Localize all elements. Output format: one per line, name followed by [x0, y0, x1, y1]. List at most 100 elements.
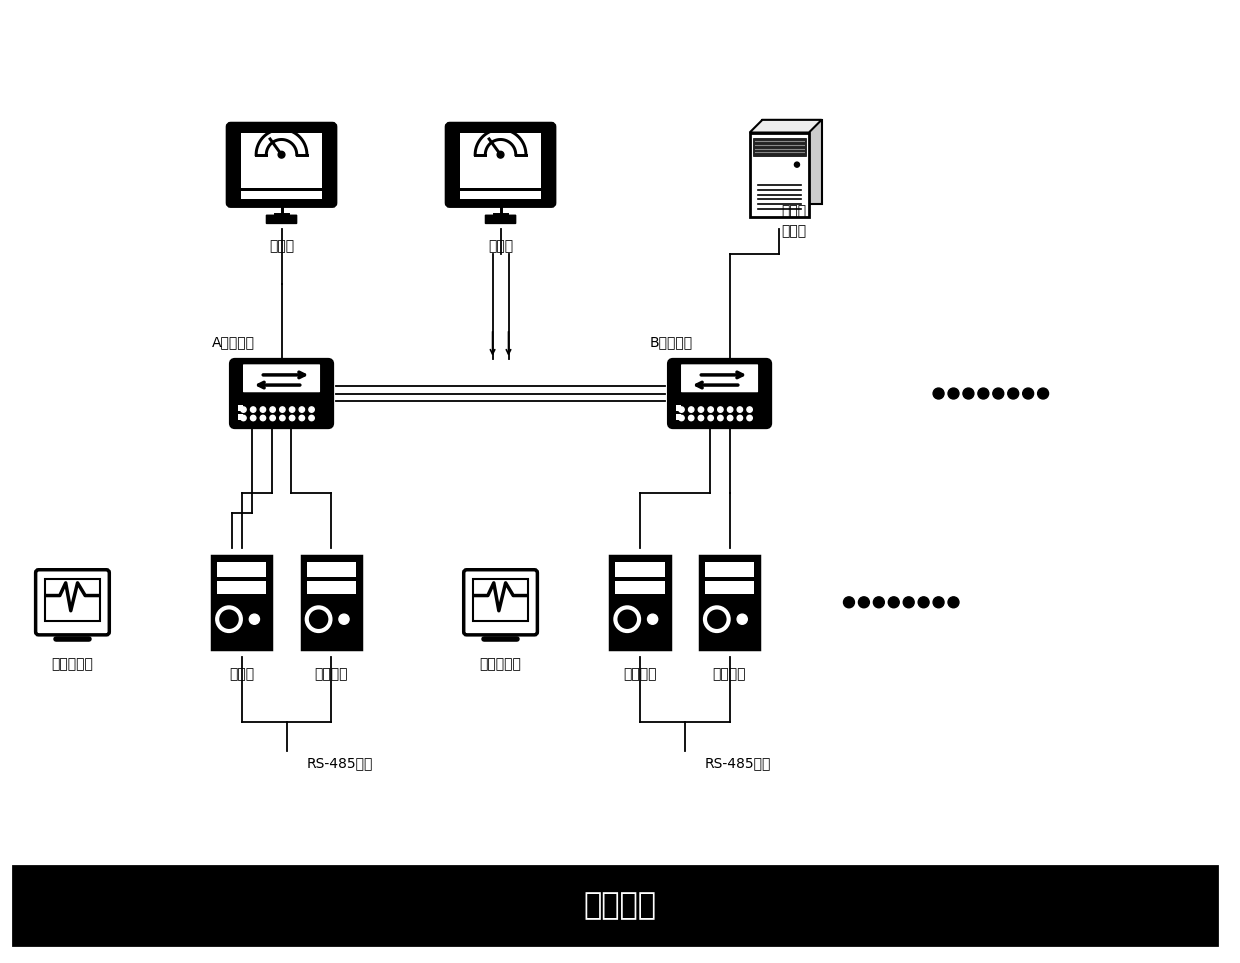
Circle shape [647, 614, 657, 624]
FancyBboxPatch shape [306, 582, 356, 594]
FancyBboxPatch shape [704, 561, 754, 577]
FancyBboxPatch shape [704, 582, 754, 594]
FancyBboxPatch shape [699, 556, 759, 649]
Circle shape [746, 415, 753, 421]
Circle shape [843, 597, 854, 608]
Circle shape [280, 415, 285, 421]
FancyBboxPatch shape [615, 582, 665, 594]
FancyBboxPatch shape [45, 579, 100, 621]
FancyBboxPatch shape [242, 191, 321, 199]
Circle shape [918, 597, 929, 608]
Circle shape [1023, 388, 1034, 399]
Polygon shape [763, 119, 822, 204]
Circle shape [728, 406, 733, 412]
Circle shape [688, 415, 694, 421]
Circle shape [737, 406, 743, 412]
Circle shape [737, 415, 743, 421]
FancyBboxPatch shape [753, 138, 806, 156]
FancyBboxPatch shape [242, 133, 321, 188]
Circle shape [678, 415, 684, 421]
Circle shape [270, 415, 275, 421]
FancyBboxPatch shape [676, 414, 681, 420]
Circle shape [1038, 388, 1049, 399]
Text: 备工控机: 备工控机 [315, 667, 348, 681]
Circle shape [698, 406, 703, 412]
Polygon shape [750, 119, 822, 133]
Circle shape [299, 415, 305, 421]
FancyBboxPatch shape [472, 579, 528, 621]
Circle shape [949, 597, 959, 608]
FancyBboxPatch shape [676, 405, 681, 411]
FancyBboxPatch shape [217, 561, 267, 577]
FancyBboxPatch shape [301, 556, 361, 649]
Circle shape [250, 415, 255, 421]
FancyBboxPatch shape [306, 561, 356, 577]
Circle shape [708, 406, 713, 412]
Circle shape [873, 597, 884, 608]
Circle shape [932, 388, 944, 399]
FancyBboxPatch shape [212, 556, 272, 649]
FancyBboxPatch shape [446, 124, 554, 206]
Circle shape [309, 406, 314, 412]
FancyBboxPatch shape [217, 582, 267, 594]
FancyBboxPatch shape [670, 360, 770, 427]
Circle shape [260, 406, 265, 412]
Text: RS-485总线: RS-485总线 [704, 756, 771, 770]
FancyBboxPatch shape [460, 191, 541, 199]
Circle shape [858, 597, 869, 608]
FancyBboxPatch shape [615, 561, 665, 577]
Circle shape [260, 415, 265, 421]
Circle shape [278, 151, 285, 158]
Circle shape [795, 162, 800, 168]
Circle shape [718, 415, 723, 421]
Text: 主监盘: 主监盘 [269, 240, 294, 253]
Circle shape [708, 415, 713, 421]
Circle shape [1008, 388, 1019, 399]
Text: 主工控机: 主工控机 [624, 667, 657, 681]
Text: B网交换机: B网交换机 [650, 335, 693, 349]
FancyBboxPatch shape [265, 215, 298, 224]
Text: 一号采集站: 一号采集站 [52, 657, 93, 671]
FancyBboxPatch shape [460, 133, 541, 188]
Circle shape [978, 388, 988, 399]
Circle shape [309, 415, 314, 421]
Circle shape [299, 406, 305, 412]
Circle shape [280, 406, 285, 412]
FancyBboxPatch shape [464, 570, 537, 635]
FancyBboxPatch shape [231, 360, 332, 427]
Circle shape [932, 597, 944, 608]
FancyBboxPatch shape [238, 414, 243, 420]
Circle shape [289, 415, 295, 421]
FancyBboxPatch shape [36, 570, 109, 635]
Text: 二号采集站: 二号采集站 [480, 657, 522, 671]
Circle shape [249, 614, 259, 624]
Circle shape [698, 415, 703, 421]
Circle shape [746, 406, 753, 412]
FancyBboxPatch shape [485, 215, 516, 224]
Circle shape [718, 406, 723, 412]
FancyBboxPatch shape [228, 124, 335, 206]
FancyBboxPatch shape [610, 556, 670, 649]
Circle shape [993, 388, 1003, 399]
FancyBboxPatch shape [750, 133, 808, 217]
FancyBboxPatch shape [242, 363, 321, 393]
Circle shape [903, 597, 914, 608]
Circle shape [963, 388, 973, 399]
Text: 辅监盘: 辅监盘 [489, 240, 513, 253]
Circle shape [241, 406, 247, 412]
Text: 就地仪表: 就地仪表 [584, 891, 656, 920]
Circle shape [678, 406, 684, 412]
Text: RS-485总线: RS-485总线 [306, 756, 373, 770]
FancyBboxPatch shape [680, 363, 759, 393]
FancyBboxPatch shape [12, 866, 1218, 946]
Circle shape [688, 406, 694, 412]
Text: 数据库
服务器: 数据库 服务器 [781, 204, 807, 238]
Circle shape [737, 614, 748, 624]
Text: A网交换机: A网交换机 [212, 335, 255, 349]
Circle shape [289, 406, 295, 412]
Text: 工控机: 工控机 [229, 667, 254, 681]
Circle shape [888, 597, 899, 608]
Circle shape [949, 388, 959, 399]
Circle shape [250, 406, 255, 412]
FancyBboxPatch shape [238, 405, 243, 411]
